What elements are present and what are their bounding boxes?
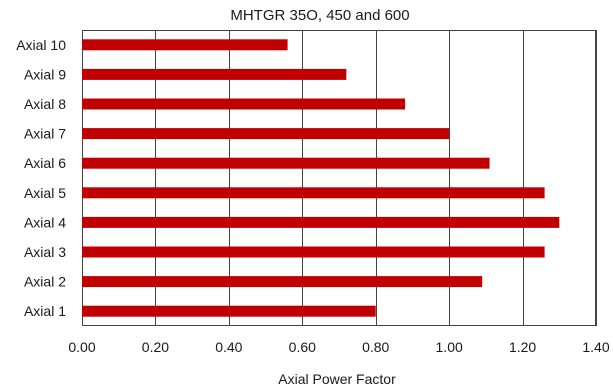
category-label: Axial 6 [24,155,66,171]
x-tick-label: 0.20 [142,339,169,355]
bar-axial-7 [82,128,450,140]
category-labels: Axial 1 Axial 2 Axial 3 Axial 4 Axial 5 Axial… [16,37,66,319]
chart-title: MHTGR 35O, 450 and 600 [230,7,409,24]
category-label: Axial 10 [16,37,66,53]
x-tick-label: 0.80 [362,339,389,355]
category-label: Axial 3 [24,244,66,260]
x-tick-label: 0.60 [289,339,316,355]
category-label: Axial 2 [24,274,66,290]
bar-axial-8 [82,98,406,110]
bar-axial-10 [82,39,288,51]
bars [82,39,560,317]
x-tick-label: 0.00 [68,339,95,355]
bar-axial-4 [82,216,560,228]
category-label: Axial 1 [24,303,66,319]
category-label: Axial 5 [24,185,66,201]
x-tick-label: 1.20 [509,339,536,355]
x-tick-label: 0.40 [215,339,242,355]
category-label: Axial 4 [24,214,66,230]
category-label: Axial 8 [24,96,66,112]
category-label: Axial 7 [24,126,66,142]
bar-axial-6 [82,157,490,169]
bar-axial-1 [82,305,376,317]
bar-axial-2 [82,276,483,288]
bar-axial-9 [82,68,347,80]
bar-axial-5 [82,187,545,199]
category-label: Axial 9 [24,66,66,82]
x-tick-labels: 0.00 0.20 0.40 0.60 0.80 1.00 1.20 1.40 [68,339,609,355]
x-tick-label: 1.40 [582,339,609,355]
x-axis-title: Axial Power Factor [278,371,396,387]
plot-area-frame [82,30,596,326]
x-tick-label: 1.00 [436,339,463,355]
bar-axial-3 [82,246,545,258]
